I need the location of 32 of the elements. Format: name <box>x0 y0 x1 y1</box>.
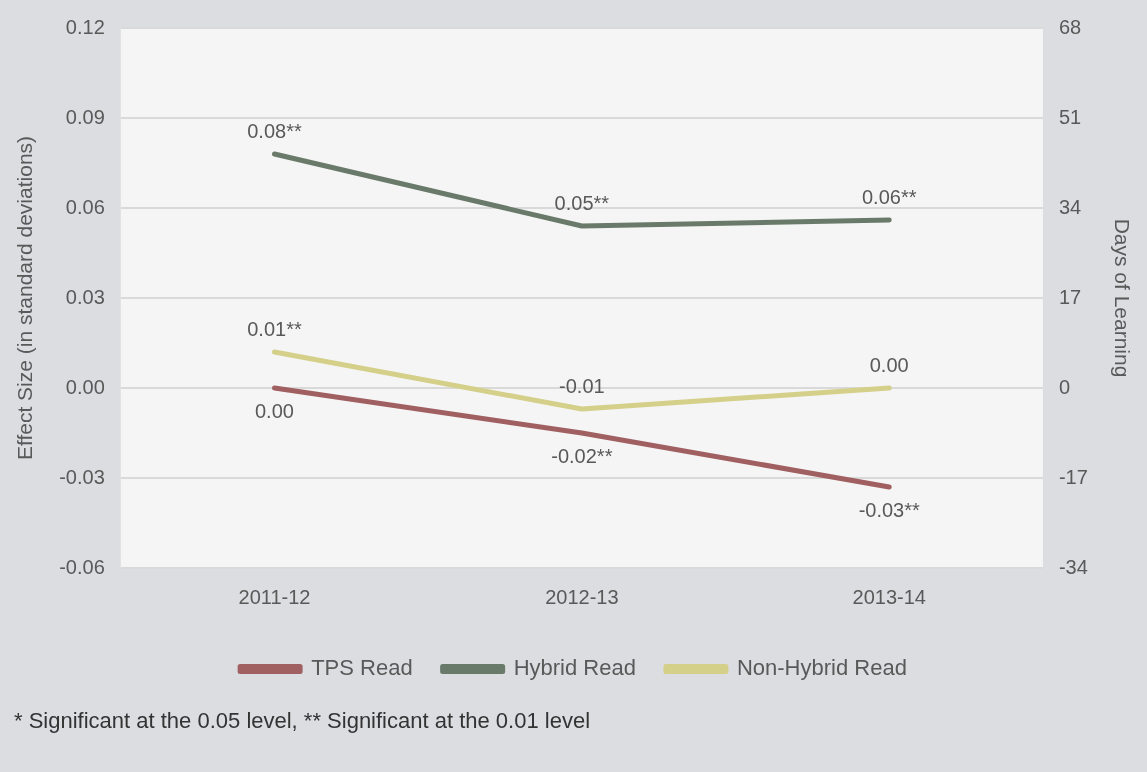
y2-tick-label: 51 <box>1058 105 1082 128</box>
y2-tick-label: -17 <box>1058 465 1088 488</box>
y-tick-label: 0.00 <box>65 375 105 398</box>
legend-label: TPS Read <box>311 655 413 681</box>
data-label: 0.08** <box>247 119 302 142</box>
y2-tick-label: 0 <box>1058 375 1071 398</box>
legend-label: Hybrid Read <box>513 655 636 681</box>
x-tick-label: 2013-14 <box>852 585 926 608</box>
y-tick-label: 0.06 <box>65 195 105 218</box>
legend-label: Non-Hybrid Read <box>736 655 907 681</box>
y-tick-label: 0.12 <box>65 15 105 38</box>
y2-tick-label: -34 <box>1058 555 1088 578</box>
data-label: 0.06** <box>861 185 917 208</box>
y-tick-label: -0.03 <box>59 465 105 488</box>
data-label: -0.01 <box>559 374 605 397</box>
y-tick-label: 0.09 <box>65 105 105 128</box>
y2-axis-title: Days of Learning <box>1110 218 1134 378</box>
y-tick-label: -0.06 <box>59 555 105 578</box>
x-tick-label: 2011-12 <box>238 585 311 608</box>
data-label: 0.00 <box>869 353 909 376</box>
data-label: 0.05** <box>554 191 610 214</box>
y2-tick-label: 34 <box>1058 195 1082 218</box>
data-label: 0.00 <box>255 399 294 422</box>
data-label: 0.01** <box>247 317 302 340</box>
x-tick-label: 2012-13 <box>545 585 619 608</box>
y2-tick-label: 17 <box>1058 285 1082 308</box>
data-label: -0.02** <box>551 444 613 467</box>
y-tick-label: 0.03 <box>65 285 105 308</box>
y2-tick-label: 68 <box>1058 15 1082 38</box>
text: * Significant at the 0.05 level, ** Significant at the 0.01 level <box>13 707 592 735</box>
y-axis-title: Effect Size (in standard deviations) <box>13 135 37 461</box>
data-label: -0.03** <box>858 498 920 521</box>
